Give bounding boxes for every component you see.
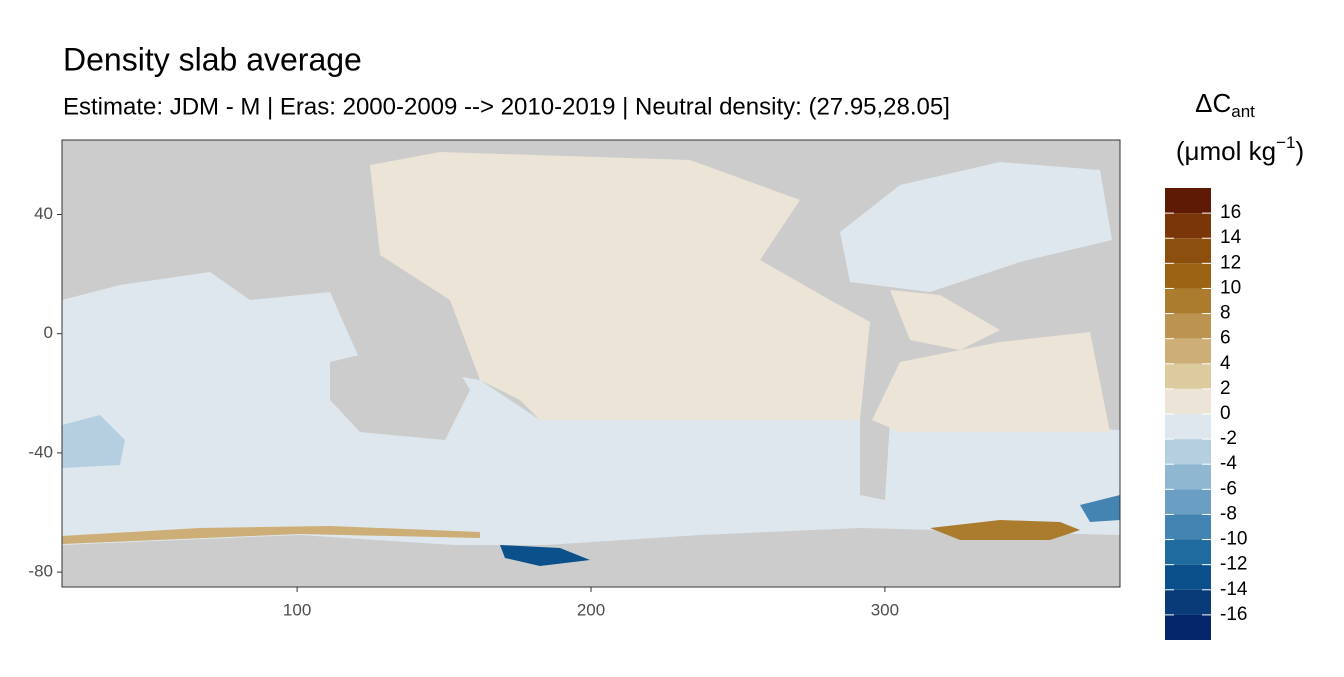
south-atlantic [872,332,1110,432]
y-tick-label: 0 [44,323,53,342]
pacific [370,152,870,420]
legend-label: -12 [1220,554,1247,575]
legend-label: -10 [1220,529,1247,550]
north-atlantic [840,162,1112,292]
legend-swatch [1165,464,1211,490]
legend-swatch [1165,388,1211,414]
legend-label: -2 [1220,428,1237,449]
legend-label: 8 [1220,303,1231,324]
legend-swatch [1165,338,1211,364]
legend-label: -4 [1220,453,1237,474]
x-tick-label: 100 [283,600,311,619]
legend-title-sub: ant [1231,102,1255,121]
legend-label: -8 [1220,503,1237,524]
legend-units-close: ) [1295,136,1304,166]
legend-swatch [1165,238,1211,264]
map [61,139,1121,588]
legend-title: ΔCant [1195,88,1255,122]
legend-label: -14 [1220,579,1248,600]
legend-swatch [1165,564,1211,590]
shelf-positive [62,526,480,544]
shelf-negative [500,545,590,566]
australia [330,340,470,440]
legend-swatch [1165,489,1211,515]
legend-label: 4 [1220,353,1231,374]
southern-ocean [62,272,1120,545]
legend-swatch [1165,414,1211,440]
tropical-atlantic [890,290,1000,350]
legend-units: (μmol kg−1) [1176,133,1304,165]
legend-swatch [1165,188,1211,214]
x-tick-label: 300 [871,600,899,619]
legend-swatch [1165,313,1211,339]
legend-units-main: (μmol kg [1176,136,1276,166]
legend-swatch [1165,439,1211,465]
chart-subtitle: Estimate: JDM - M | Eras: 2000-2009 --> … [63,93,950,120]
legend-label: 0 [1220,403,1231,424]
legend-label: 6 [1220,328,1231,349]
y-tick-label: -80 [28,562,53,581]
chart-title: Density slab average [63,41,362,77]
legend-label: -6 [1220,478,1237,499]
weddell-positive [930,520,1080,540]
legend-swatch [1165,514,1211,540]
legend-label: 16 [1220,202,1241,223]
legend-title-main: ΔC [1195,88,1231,118]
legend-swatch [1165,213,1211,239]
legend-swatch [1165,589,1211,615]
legend-label: 12 [1220,252,1241,273]
legend-label: 10 [1220,277,1241,298]
y-tick-label: 40 [34,204,53,223]
weddell-negative [1080,495,1120,522]
legend-swatch [1165,363,1211,389]
legend-swatch [1165,288,1211,314]
legend-label: 14 [1220,227,1242,248]
legend-swatch [1165,263,1211,289]
ocean-patch [62,415,125,468]
legend-units-sup: −1 [1276,133,1295,152]
legend-label: -16 [1220,604,1247,625]
legend-swatch [1165,614,1211,640]
x-tick-label: 200 [577,600,605,619]
legend-label: 2 [1220,378,1231,399]
legend-swatch [1165,539,1211,565]
antarctica [62,528,1120,587]
y-tick-label: -40 [28,442,53,461]
